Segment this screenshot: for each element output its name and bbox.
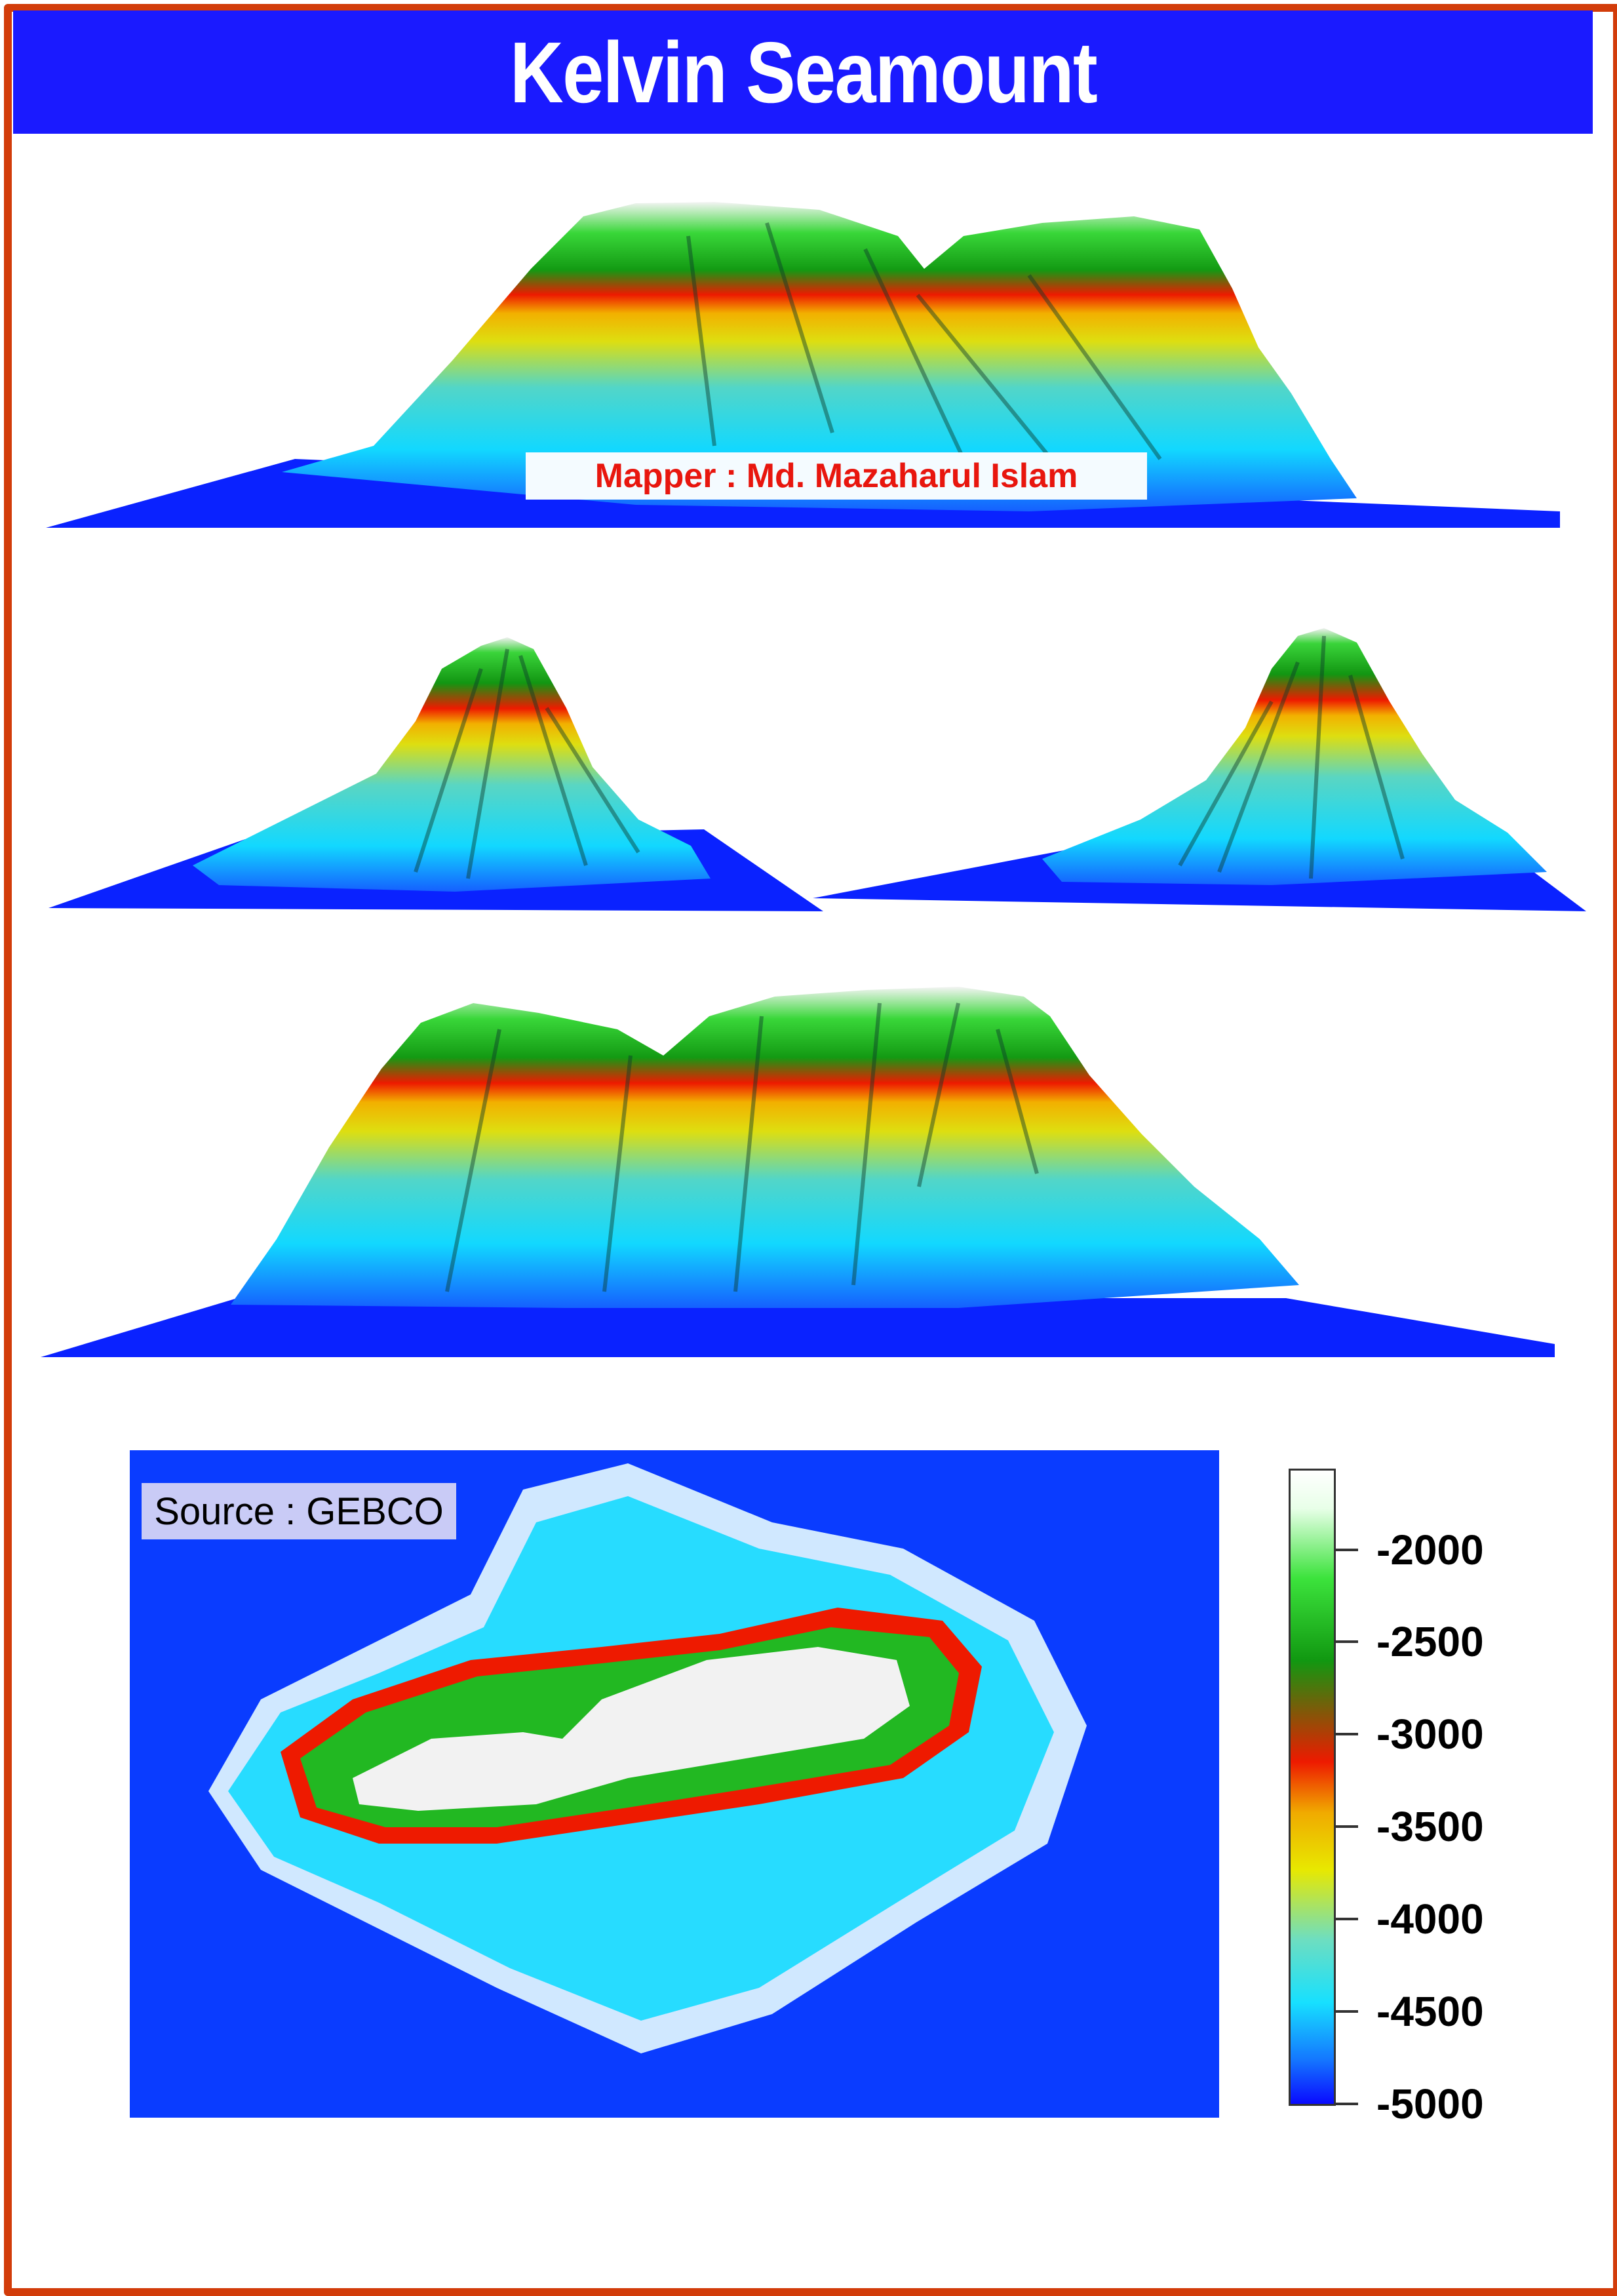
colorbar-tick-label: -2500: [1376, 1618, 1484, 1665]
colorbar-tick: [1336, 1549, 1358, 1551]
colorbar-tick-label: -4500: [1376, 1988, 1484, 2035]
seamount-relief: [1042, 628, 1547, 885]
ridge-lines: [1178, 635, 1405, 879]
colorbar-tick: [1336, 1640, 1358, 1643]
ridge-lines: [686, 222, 1162, 473]
plan-view-map: [130, 1450, 1219, 2118]
colorbar-tick-label: -4000: [1376, 1895, 1484, 1943]
east-side-view: [49, 629, 823, 918]
title-bar: Kelvin Seamount: [13, 10, 1593, 134]
seamount-summit-plateau: [353, 1647, 910, 1811]
west-side-view: [813, 623, 1586, 915]
colorbar-tick-label: -2000: [1376, 1526, 1484, 1574]
mapper-credit: Mapper : Md. Mazaharul Islam: [526, 452, 1147, 500]
colorbar-tick: [1336, 2103, 1358, 2105]
seamount-relief: [193, 637, 711, 892]
ridge-lines: [414, 648, 640, 879]
seamount-relief: [282, 202, 1357, 511]
depth-colorbar: [1289, 1469, 1336, 2106]
poster-title: Kelvin Seamount: [509, 24, 1097, 121]
colorbar-tick-label: -3500: [1376, 1803, 1484, 1850]
colorbar-tick: [1336, 1733, 1358, 1735]
seafloor-plane: [41, 1298, 1555, 1357]
ridge-lines: [445, 1002, 1039, 1292]
colorbar-tick: [1336, 1825, 1358, 1828]
colorbar-tick-label: -5000: [1376, 2080, 1484, 2128]
colorbar-tick: [1336, 2010, 1358, 2013]
colorbar-tick: [1336, 1918, 1358, 1920]
seamount-relief: [231, 987, 1299, 1308]
data-source-label: Source : GEBCO: [142, 1483, 456, 1539]
colorbar-tick-label: -3000: [1376, 1711, 1484, 1758]
south-side-view: [41, 977, 1555, 1357]
